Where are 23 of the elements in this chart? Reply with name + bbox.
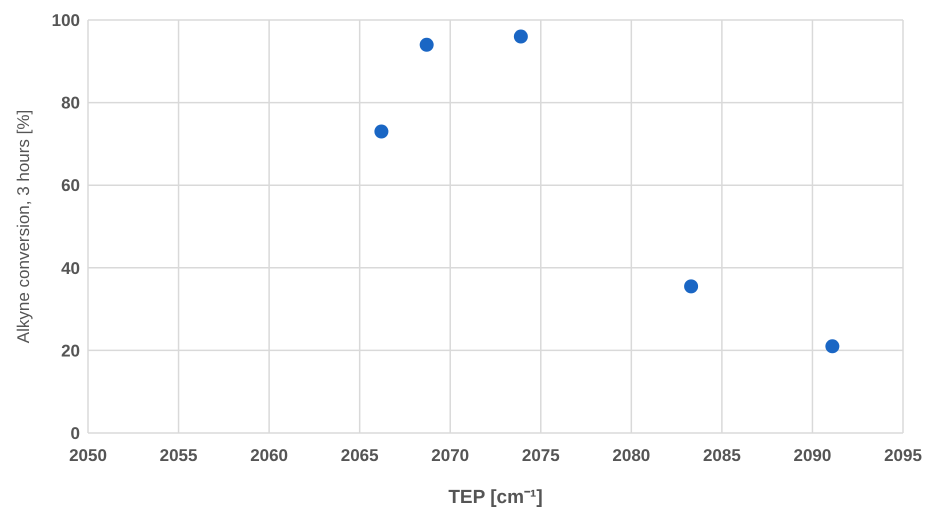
y-tick-label: 100 — [52, 11, 80, 30]
x-tick-label: 2065 — [340, 446, 379, 466]
y-tick-label: 0 — [70, 424, 80, 444]
x-tick-label: 2055 — [160, 446, 198, 466]
point — [825, 339, 840, 354]
x-tick-label: 2080 — [612, 446, 650, 466]
x-tick-label: 2075 — [522, 446, 560, 466]
point — [514, 30, 528, 44]
point — [684, 279, 698, 294]
y-tick-label: 80 — [61, 94, 80, 113]
y-tick-label: 20 — [61, 341, 80, 360]
point — [374, 124, 388, 139]
x-axis-title: TEP [cm⁻¹] — [448, 487, 543, 508]
x-tick-label: 2085 — [702, 446, 741, 466]
x-tick-label: 2095 — [884, 446, 922, 466]
y-axis-title: Alkyne conversion, 3 hours [%] — [14, 110, 34, 344]
x-tick-label: 2070 — [431, 446, 470, 466]
y-tick-label: 60 — [61, 176, 80, 196]
point — [420, 38, 434, 52]
x-tick-label: 2090 — [794, 446, 832, 466]
x-tick-label: 2050 — [69, 446, 107, 466]
x-tick-label: 2060 — [250, 446, 288, 466]
y-tick-label: 40 — [61, 258, 80, 278]
